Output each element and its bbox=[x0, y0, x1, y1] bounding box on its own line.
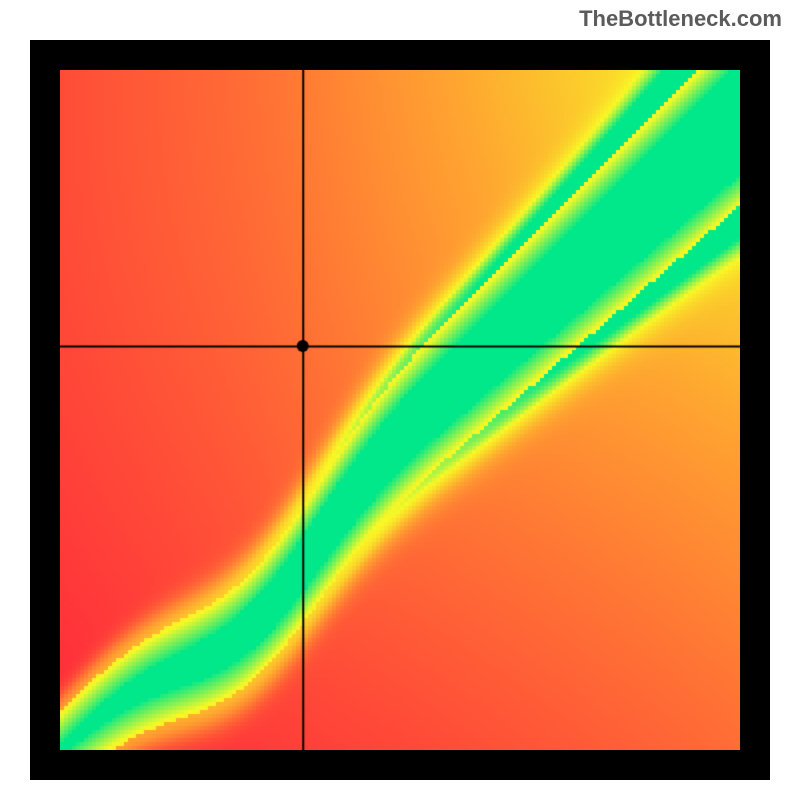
chart-frame bbox=[30, 40, 770, 780]
attribution-text: TheBottleneck.com bbox=[579, 6, 782, 32]
root: TheBottleneck.com bbox=[0, 0, 800, 800]
bottleneck-heatmap bbox=[60, 70, 740, 750]
